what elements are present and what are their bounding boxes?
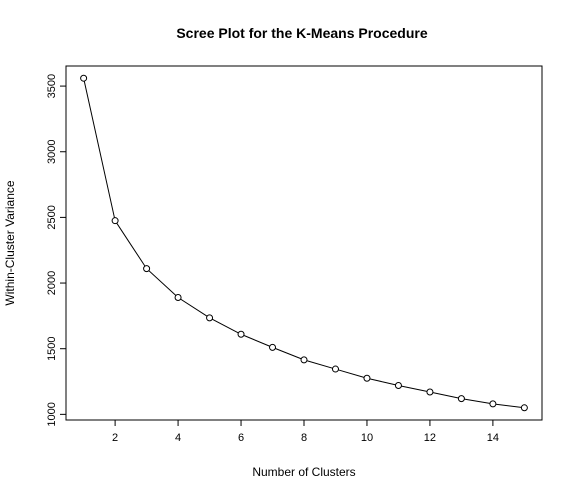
y-tick-label: 1000 bbox=[46, 402, 58, 426]
x-axis-label: Number of Clusters bbox=[252, 465, 355, 479]
data-point bbox=[80, 74, 88, 82]
data-point bbox=[457, 395, 465, 403]
y-tick-label: 3000 bbox=[46, 140, 58, 164]
x-tick-label: 8 bbox=[301, 432, 307, 444]
x-tick-label: 2 bbox=[112, 432, 118, 444]
x-tick-label: 10 bbox=[361, 432, 373, 444]
y-tick-label: 1500 bbox=[46, 336, 58, 360]
data-point bbox=[143, 265, 151, 273]
data-point bbox=[300, 356, 308, 364]
y-tick-label: 2000 bbox=[46, 271, 58, 295]
data-point bbox=[331, 365, 339, 373]
data-point bbox=[394, 381, 402, 389]
data-points bbox=[80, 74, 528, 412]
y-axis: 1000 1500 2000 2500 3000 3500 bbox=[46, 74, 66, 427]
data-point bbox=[206, 314, 214, 322]
y-tick-label: 3500 bbox=[46, 74, 58, 98]
x-tick-label: 4 bbox=[175, 432, 181, 444]
chart-title: Scree Plot for the K-Means Procedure bbox=[176, 25, 428, 41]
data-point bbox=[520, 404, 528, 412]
y-axis-label: Within-Cluster Variance bbox=[3, 180, 17, 305]
x-tick-label: 12 bbox=[424, 432, 436, 444]
x-tick-label: 14 bbox=[487, 432, 499, 444]
data-point bbox=[426, 388, 434, 396]
data-point bbox=[363, 374, 371, 382]
data-point bbox=[269, 343, 277, 351]
data-point bbox=[237, 330, 245, 338]
x-tick-label: 6 bbox=[238, 432, 244, 444]
plot-frame bbox=[65, 65, 543, 421]
data-point bbox=[489, 400, 497, 408]
data-point bbox=[111, 217, 119, 225]
y-tick-label: 2500 bbox=[46, 205, 58, 229]
data-point bbox=[174, 293, 182, 301]
x-axis: 2 4 6 8 10 12 14 bbox=[112, 420, 499, 444]
